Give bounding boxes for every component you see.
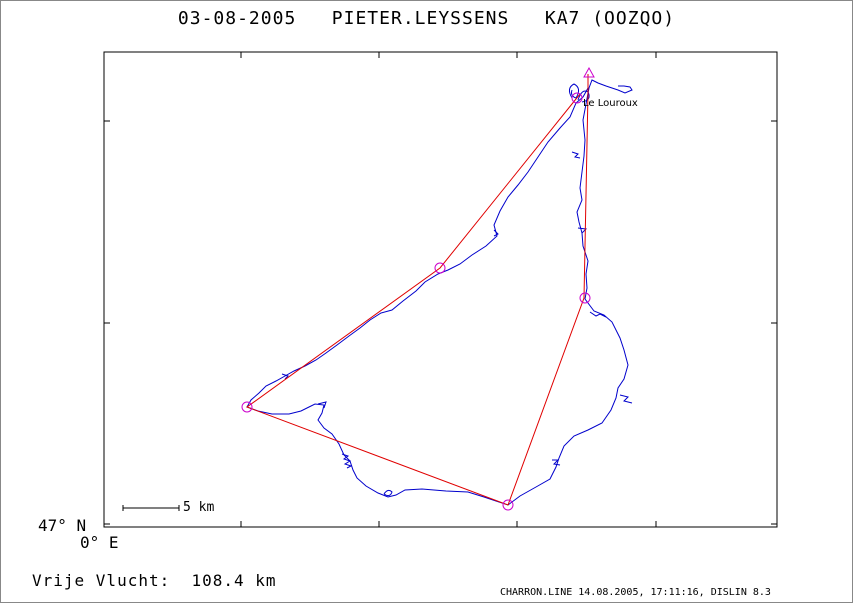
glider-id: KA7 (OOZQO): [544, 8, 676, 29]
scale-bar-label: 5 km: [183, 500, 215, 515]
flight-title: 03-08-2005 PIETER.LEYSSENS KA7 (OOZQO): [0, 8, 853, 29]
turnpoint-circle-east: [579, 292, 591, 304]
turnpoint-circle-home: [571, 92, 583, 104]
axis-ticks: [104, 52, 777, 527]
flight-date: 03-08-2005: [177, 8, 297, 29]
turnpoint-name-label: Le Louroux: [583, 98, 638, 109]
distance-value: 108.4 km: [191, 571, 277, 590]
task-line: [245, 74, 589, 506]
gps-track: [246, 79, 633, 506]
turnpoint-circle-west: [241, 401, 253, 413]
start-triangle-marker: [583, 66, 595, 78]
map-axes-box: [103, 51, 778, 528]
distance-label: Vrije Vlucht:: [32, 571, 171, 590]
pilot-name: PIETER.LEYSSENS: [331, 8, 510, 29]
free-flight-distance: Vrije Vlucht: 108.4 km: [32, 571, 277, 590]
scale-bar: [122, 505, 180, 511]
longitude-label: 0° E: [80, 533, 119, 552]
footer-info: CHARRON.LINE 14.08.2005, 17:11:16, DISLI…: [500, 587, 771, 598]
latitude-label: 47° N: [38, 516, 87, 535]
turnpoint-circle-mid: [434, 262, 446, 274]
turnpoint-circle-south: [502, 499, 514, 511]
